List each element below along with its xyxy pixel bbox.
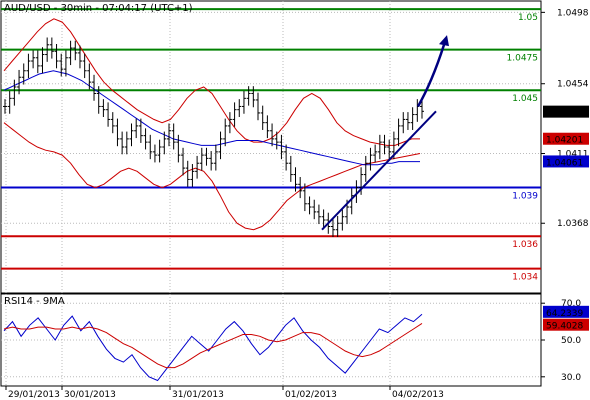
upper-band-tag-bg [543, 132, 589, 145]
rsi-y-tick-label: 30.0 [561, 373, 581, 383]
trendline [321, 110, 437, 231]
rsi-ma-value-tag: 59.4028 [546, 322, 583, 332]
rsi-value-tag-bg [543, 305, 589, 318]
rsi-lines [3, 313, 423, 382]
x-tick-label: 30/01/2013 [64, 390, 116, 400]
upper-band-tag: 1.04201 [546, 136, 583, 146]
price-y-tick-label: 1.0368 [557, 219, 589, 229]
level-label: 1.045 [512, 94, 538, 104]
chart-title: AUD/USD - 30min - 07:04:17 (UTC+1) [4, 3, 193, 14]
current-price-tag: 1.04368 [546, 109, 583, 119]
x-tick-label: 31/01/2013 [172, 390, 224, 400]
x-tick-label: 04/02/2013 [392, 390, 444, 400]
rsi-ma-line [3, 322, 423, 369]
projection-arrow [416, 44, 446, 108]
level-label: 1.05 [518, 13, 538, 23]
value-tags: 1.04368 1.04201 1.04061 64.2339 59.4028 [543, 105, 589, 332]
moving-average-line [3, 70, 420, 166]
rsi-y-tick-label: 70.0 [561, 299, 581, 309]
projection-arrowhead [439, 35, 449, 47]
ma-tag: 1.04061 [546, 158, 583, 168]
x-tick-label: 29/01/2013 [8, 390, 60, 400]
price-y-tick-label: 1.0454 [557, 80, 589, 90]
rsi-y-tick-label: 50.0 [561, 336, 581, 346]
level-label: 1.034 [512, 273, 538, 283]
price-bars [3, 37, 424, 238]
bollinger-bands [3, 18, 421, 231]
rsi-y-axis: 70.0 50.0 30.0 [541, 299, 581, 383]
price-panel-frame [0, 0, 542, 294]
level-label: 1.0475 [507, 54, 539, 64]
trendline-group [321, 35, 449, 231]
level-label: 1.036 [512, 240, 538, 250]
rsi-line [3, 313, 423, 382]
x-axis: 29/01/2013 30/01/2013 31/01/2013 01/02/2013… [5, 386, 444, 400]
level-label: 1.039 [512, 192, 538, 202]
bb-lower-line [3, 122, 421, 231]
ma-tag-bg [543, 155, 589, 168]
rsi-value-tag: 64.2339 [546, 309, 583, 319]
rsi-title: RSI14 - 9MA [4, 296, 65, 307]
bb-upper-line [3, 18, 420, 146]
price-y-tick-label: 1.0498 [557, 8, 589, 18]
rsi-grid [1, 294, 541, 386]
x-tick-label: 01/02/2013 [285, 390, 337, 400]
rsi-ma-value-tag-bg [543, 318, 589, 331]
price-y-axis: 1.0498 1.0454 1.0411 1.0368 [541, 8, 589, 229]
current-price-tag-bg [543, 105, 589, 118]
support-resistance-levels: 1.05 1.0475 1.045 1.039 1.036 1.034 [1, 8, 541, 283]
price-y-tick-label: 1.0411 [557, 149, 589, 159]
